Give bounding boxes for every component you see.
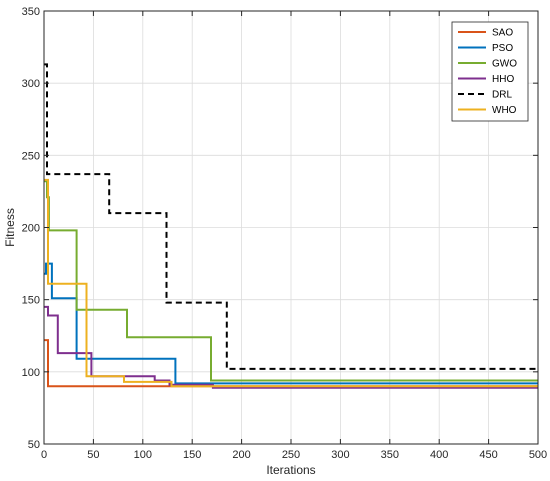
legend-label-pso: PSO — [492, 43, 513, 54]
legend-label-who: WHO — [492, 105, 517, 116]
legend-label-gwo: GWO — [492, 59, 517, 70]
y-tick-label: 350 — [22, 6, 40, 18]
x-tick-label: 250 — [282, 449, 300, 461]
legend-label-drl: DRL — [492, 90, 512, 101]
legend: SAO PSO GWO HHO DRL WHO — [451, 21, 529, 122]
y-axis-title: Fitness — [3, 208, 17, 247]
x-tick-label: 100 — [134, 449, 152, 461]
axis-ticks: 0 50 100 150 200 250 300 350 400 450 5005010015020… — [22, 6, 548, 461]
series-lines — [44, 63, 538, 389]
y-tick-label: 300 — [22, 78, 40, 90]
series-line-pso — [44, 262, 538, 385]
legend-label-sao: SAO — [492, 28, 513, 39]
y-tick-label: 100 — [22, 367, 40, 379]
series-line-who — [44, 178, 538, 388]
x-tick-label: 400 — [430, 449, 448, 461]
x-tick-label: 50 — [87, 449, 99, 461]
x-tick-label: 200 — [232, 449, 250, 461]
y-tick-label: 250 — [22, 150, 40, 162]
series-line-drl — [44, 63, 538, 370]
y-tick-label: 50 — [28, 439, 40, 451]
x-tick-label: 500 — [529, 449, 547, 461]
x-tick-label: 150 — [183, 449, 201, 461]
y-tick-label: 150 — [22, 295, 40, 307]
legend-label-hho: HHO — [492, 74, 514, 85]
y-tick-label: 200 — [22, 223, 40, 235]
x-tick-label: 350 — [381, 449, 399, 461]
x-axis-title: Iterations — [266, 463, 315, 477]
x-tick-label: 300 — [331, 449, 349, 461]
legend-box — [451, 21, 529, 122]
x-tick-label: 450 — [479, 449, 497, 461]
x-tick-label: 0 — [41, 449, 47, 461]
